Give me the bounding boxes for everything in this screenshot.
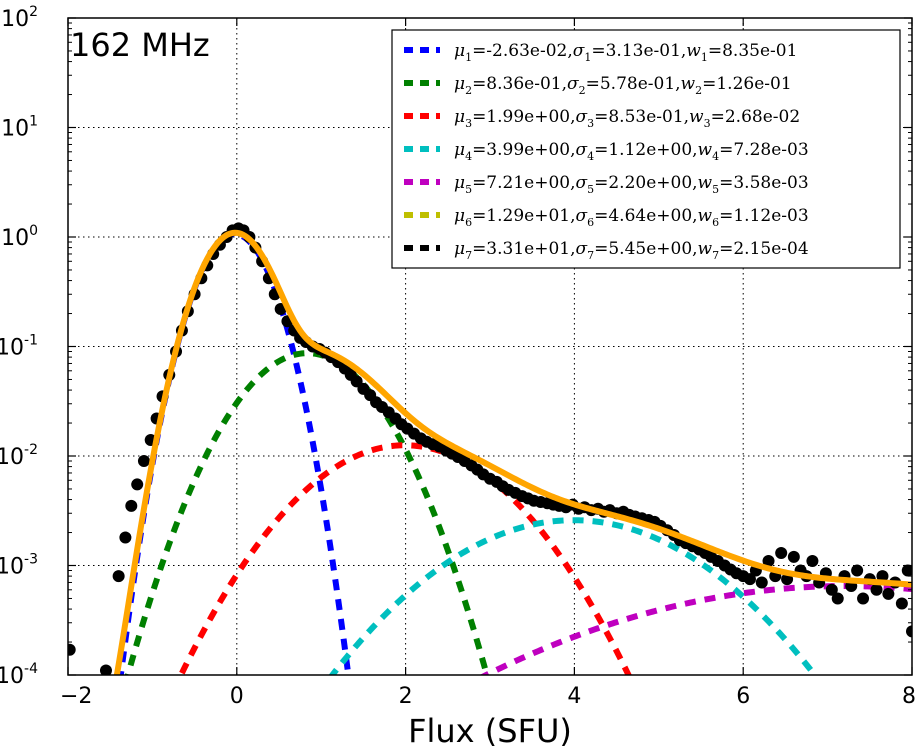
data-point [895,597,908,610]
data-point [806,554,819,567]
x-tick-label: 6 [736,684,750,709]
data-point [99,664,112,675]
component-curve-5 [479,583,912,675]
x-tick-label: 2 [399,684,413,709]
data-point [831,592,844,605]
y-tick-label: 10-4 [0,661,38,689]
y-tick-label: 10-3 [0,552,38,580]
data-point [68,643,76,656]
data-point [906,625,912,638]
data-point [825,583,838,596]
data-point [131,478,144,491]
legend-entry-5: μ5=7.21e+00,σ5=2.20e+00,w5=3.58e-03 [454,173,809,196]
x-tick-label: 0 [230,684,244,709]
data-point [755,576,768,589]
y-tick-label: 10-1 [0,333,38,361]
legend-entry-3: μ3=1.99e+00,σ3=8.53e-01,w3=2.68e-02 [454,107,800,130]
x-tick-label: 4 [567,684,581,709]
data-point [125,499,138,512]
data-point [876,570,889,583]
legend-entry-2: μ2=8.36e-01,σ2=5.78e-01,w2=1.26e-01 [454,74,792,97]
data-point [743,573,756,586]
legend: μ1=-2.63e-02,σ1=3.13e-01,w1=8.35e-01 μ2=8… [391,29,901,269]
component-curve-2 [124,350,490,675]
x-tick-label: −2 [60,684,92,709]
data-point [870,583,883,596]
data-point [762,554,775,567]
frequency-annotation: 162 MHz [70,26,210,64]
data-point [119,531,132,544]
legend-entry-1: μ1=-2.63e-02,σ1=3.13e-01,w1=8.35e-01 [454,41,797,64]
data-point [851,564,864,577]
legend-entry-6: μ6=1.29e+01,σ6=4.64e+00,w6=1.12e-03 [454,206,809,229]
legend-entry-7: μ7=3.31e+01,σ7=5.45e+00,w7=2.15e-04 [454,239,809,262]
y-tick-label: 100 [1,223,38,251]
legend-box [391,29,901,269]
y-tick-label: 101 [1,114,38,142]
axis-ticks: −2 0 2 4 6 8 10-4 10-3 10-2 10-1 100 101 102 [0,4,916,709]
data-point [787,550,800,563]
total-fit-curve [113,229,912,675]
legend-entry-4: μ4=3.99e+00,σ4=1.12e+00,w4=7.28e-03 [454,140,809,163]
data-point [857,592,870,605]
y-tick-label: 10-2 [0,442,38,470]
data-point [137,455,150,468]
data-point [112,570,125,583]
y-tick-label: 102 [1,4,38,32]
x-tick-label: 8 [902,684,916,709]
data-point [901,564,912,577]
data-point [882,587,895,600]
component-curve-4 [328,517,819,675]
x-axis-title: Flux (SFU) [408,712,572,750]
data-point [775,547,788,560]
